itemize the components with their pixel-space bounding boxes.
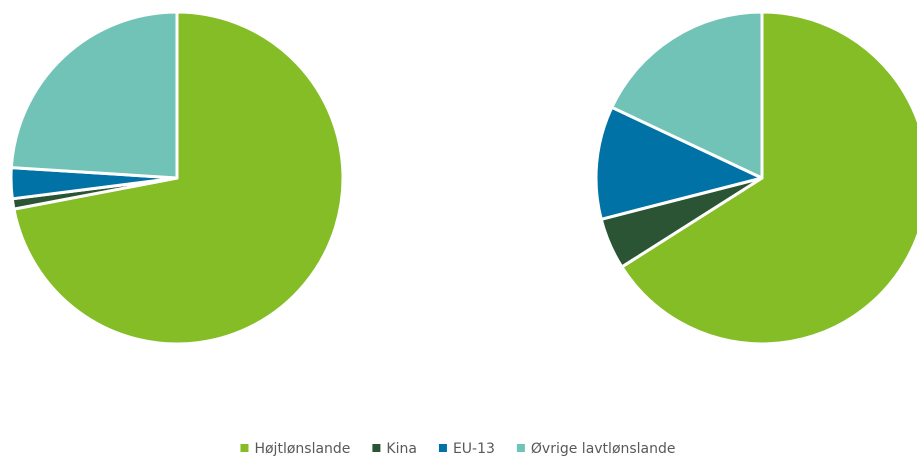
pie-slice [9, 10, 179, 180]
legend-swatch [372, 444, 381, 452]
legend-label: Højtlønslande [254, 441, 350, 457]
pie-slice [610, 10, 764, 180]
legend-swatch [516, 444, 525, 452]
legend-swatch [438, 444, 447, 452]
legend-swatch [240, 444, 249, 452]
pie-slice [620, 10, 917, 346]
legend-label: EU-13 [453, 441, 495, 457]
legend-label: Øvrige lavtlønslande [531, 441, 676, 457]
pie-slice [594, 105, 764, 221]
legend-label: Kina [386, 441, 417, 457]
